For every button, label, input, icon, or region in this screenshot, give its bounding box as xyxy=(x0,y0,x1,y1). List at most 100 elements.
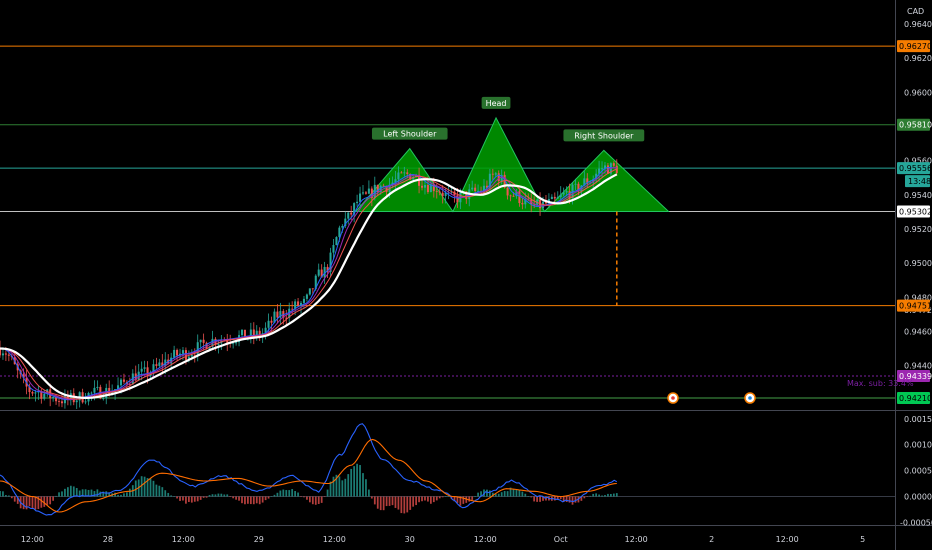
macd-histogram-bar[interactable] xyxy=(308,496,311,503)
macd-histogram-bar[interactable] xyxy=(332,476,335,497)
macd-histogram-bar[interactable] xyxy=(128,488,131,497)
macd-histogram-bar[interactable] xyxy=(25,496,28,510)
candle-body[interactable] xyxy=(78,392,81,401)
ma-line-long[interactable] xyxy=(0,173,618,399)
candle-body[interactable] xyxy=(143,367,146,369)
candle-body[interactable] xyxy=(474,187,477,192)
macd-histogram-bar[interactable] xyxy=(155,484,158,497)
candle-body[interactable] xyxy=(187,356,190,360)
macd-pane[interactable] xyxy=(0,423,895,516)
candle-body[interactable] xyxy=(297,301,300,306)
candle-body[interactable] xyxy=(196,342,199,356)
candle-body[interactable] xyxy=(161,362,164,367)
candle-body[interactable] xyxy=(488,173,491,188)
macd-histogram-bar[interactable] xyxy=(326,489,329,497)
candle-body[interactable] xyxy=(471,187,474,190)
macd-histogram-bar[interactable] xyxy=(497,493,500,497)
macd-histogram-bar[interactable] xyxy=(477,492,479,497)
candle-body[interactable] xyxy=(403,172,406,174)
macd-histogram-bar[interactable] xyxy=(5,495,7,497)
macd-histogram-bar[interactable] xyxy=(75,487,78,497)
macd-histogram-bar[interactable] xyxy=(474,496,477,497)
ma-line-mid[interactable] xyxy=(0,167,617,401)
macd-histogram-bar[interactable] xyxy=(314,496,317,505)
candle-body[interactable] xyxy=(577,183,580,192)
macd-histogram-bar[interactable] xyxy=(311,496,314,505)
macd-histogram-bar[interactable] xyxy=(524,493,527,497)
candle-body[interactable] xyxy=(397,172,400,180)
macd-histogram-bar[interactable] xyxy=(553,496,556,501)
candle-body[interactable] xyxy=(264,327,267,334)
macd-histogram-bar[interactable] xyxy=(391,496,394,506)
macd-histogram-bar[interactable] xyxy=(252,496,255,505)
candle-body[interactable] xyxy=(176,349,179,356)
candle-body[interactable] xyxy=(350,212,353,215)
candle-body[interactable] xyxy=(90,392,93,394)
macd-histogram-bar[interactable] xyxy=(370,496,373,499)
macd-histogram-bar[interactable] xyxy=(16,496,19,504)
candle-body[interactable] xyxy=(55,397,58,402)
candle-body[interactable] xyxy=(565,191,568,193)
candle-body[interactable] xyxy=(412,177,415,180)
macd-histogram-bar[interactable] xyxy=(288,490,291,497)
macd-histogram-bar[interactable] xyxy=(536,496,538,502)
candle-body[interactable] xyxy=(447,192,450,194)
candle-body[interactable] xyxy=(376,184,379,192)
candle-body[interactable] xyxy=(140,368,143,372)
candle-body[interactable] xyxy=(232,343,235,345)
candle-body[interactable] xyxy=(57,401,61,403)
macd-histogram-bar[interactable] xyxy=(72,486,75,497)
macd-histogram-bar[interactable] xyxy=(81,489,84,497)
macd-histogram-bar[interactable] xyxy=(182,496,184,501)
macd-histogram-bar[interactable] xyxy=(515,490,518,497)
macd-histogram-bar[interactable] xyxy=(105,491,108,497)
macd-histogram-bar[interactable] xyxy=(385,496,388,507)
macd-histogram-bar[interactable] xyxy=(46,496,49,505)
macd-histogram-bar[interactable] xyxy=(607,493,609,497)
macd-histogram-bar[interactable] xyxy=(421,496,423,502)
macd-histogram-bar[interactable] xyxy=(559,496,562,500)
macd-histogram-bar[interactable] xyxy=(170,495,173,497)
macd-histogram-bar[interactable] xyxy=(521,491,524,497)
macd-histogram-bar[interactable] xyxy=(350,468,353,497)
candle-body[interactable] xyxy=(276,311,279,318)
macd-histogram-bar[interactable] xyxy=(247,496,249,504)
macd-histogram-bar[interactable] xyxy=(229,496,232,498)
macd-histogram-bar[interactable] xyxy=(158,485,161,497)
macd-histogram-bar[interactable] xyxy=(512,489,515,497)
macd-histogram-bar[interactable] xyxy=(359,465,361,497)
macd-histogram-bar[interactable] xyxy=(462,496,465,504)
macd-histogram-bar[interactable] xyxy=(120,494,122,497)
macd-histogram-bar[interactable] xyxy=(297,492,299,497)
macd-histogram-bar[interactable] xyxy=(320,496,323,503)
candle-body[interactable] xyxy=(477,190,480,192)
candle-body[interactable] xyxy=(122,379,125,382)
candle-body[interactable] xyxy=(435,191,438,192)
ma-line-slow[interactable] xyxy=(0,168,617,400)
macd-histogram-bar[interactable] xyxy=(264,496,267,501)
candle-body[interactable] xyxy=(586,178,589,184)
macd-histogram-bar[interactable] xyxy=(0,490,1,497)
candle-body[interactable] xyxy=(353,203,356,215)
candle-body[interactable] xyxy=(102,398,105,400)
candle-body[interactable] xyxy=(117,385,120,390)
macd-histogram-bar[interactable] xyxy=(403,496,406,514)
candle-body[interactable] xyxy=(583,178,586,186)
candle-body[interactable] xyxy=(7,354,10,356)
macd-histogram-bar[interactable] xyxy=(167,492,170,497)
candle-body[interactable] xyxy=(550,196,553,200)
candle-body[interactable] xyxy=(93,387,96,393)
macd-histogram-bar[interactable] xyxy=(190,496,193,503)
macd-histogram-bar[interactable] xyxy=(37,496,40,510)
macd-histogram-bar[interactable] xyxy=(615,493,618,497)
candle-body[interactable] xyxy=(279,311,282,318)
candle-body[interactable] xyxy=(137,371,140,381)
macd-histogram-bar[interactable] xyxy=(285,490,288,497)
macd-histogram-bar[interactable] xyxy=(211,494,214,497)
candle-body[interactable] xyxy=(243,329,246,339)
macd-histogram-bar[interactable] xyxy=(388,496,391,506)
macd-histogram-bar[interactable] xyxy=(7,495,10,497)
macd-histogram-bar[interactable] xyxy=(187,496,190,502)
macd-histogram-bar[interactable] xyxy=(486,489,488,497)
macd-histogram-bar[interactable] xyxy=(303,496,305,498)
